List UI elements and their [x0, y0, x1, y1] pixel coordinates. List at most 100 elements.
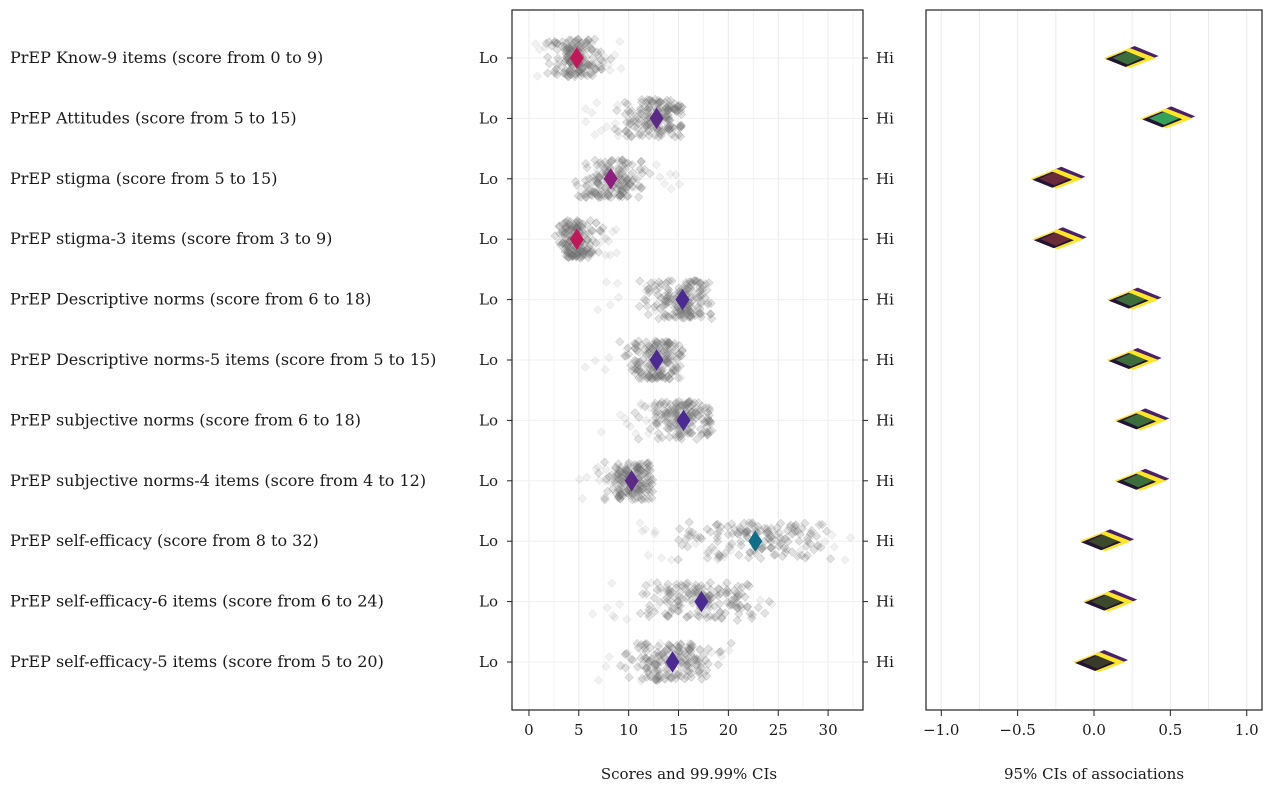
- score-point: [578, 250, 588, 260]
- score-point: [703, 407, 713, 417]
- score-point: [654, 650, 664, 661]
- score-point: [644, 370, 654, 380]
- score-point: [636, 676, 647, 686]
- score-point: [650, 526, 660, 536]
- score-point: [618, 175, 628, 185]
- score-point: [645, 95, 655, 105]
- score-point: [663, 640, 674, 650]
- score-point: [573, 34, 583, 45]
- score-point: [663, 417, 674, 428]
- score-point: [655, 400, 665, 410]
- score-point: [690, 583, 700, 593]
- score-point: [665, 276, 675, 286]
- score-point: [588, 248, 598, 258]
- score-point: [696, 430, 707, 440]
- score-point: [683, 658, 694, 669]
- score-point: [686, 595, 696, 605]
- score-point: [630, 494, 640, 504]
- score-point: [560, 233, 570, 243]
- score-point: [640, 121, 651, 131]
- scores-row-ticks: [507, 57, 868, 663]
- score-point: [632, 345, 642, 356]
- score-point: [636, 400, 646, 410]
- score-point: [580, 59, 591, 69]
- score-point: [721, 587, 731, 598]
- score-point: [640, 470, 650, 480]
- score-point: [675, 432, 685, 442]
- score-point: [628, 655, 638, 665]
- score-point: [586, 68, 596, 78]
- score-point: [669, 104, 679, 114]
- score-point: [576, 221, 587, 231]
- score-point: [641, 647, 651, 657]
- score-point: [675, 121, 685, 131]
- score-point: [681, 593, 691, 603]
- score-point: [660, 674, 670, 684]
- score-point: [659, 312, 669, 323]
- score-point: [685, 589, 695, 599]
- score-point: [711, 520, 722, 530]
- score-point: [683, 428, 693, 438]
- score-point: [601, 234, 612, 244]
- score-point: [622, 158, 632, 168]
- score-point: [564, 219, 574, 230]
- score-point: [601, 464, 611, 474]
- score-point: [704, 403, 714, 413]
- score-point: [576, 71, 586, 81]
- score-point: [695, 404, 706, 414]
- score-point: [677, 283, 687, 294]
- score-point: [727, 529, 738, 539]
- score-point: [613, 182, 623, 193]
- score-point: [792, 551, 803, 561]
- score-point: [705, 418, 716, 429]
- score-point: [562, 241, 572, 251]
- score-point: [687, 411, 698, 421]
- score-point: [617, 155, 628, 165]
- score-point: [613, 484, 624, 494]
- scores-x-tick-label: 10: [619, 721, 638, 739]
- score-point: [683, 578, 693, 588]
- score-point: [641, 285, 651, 296]
- score-point: [658, 338, 668, 348]
- score-point: [701, 655, 711, 665]
- score-point: [560, 222, 570, 232]
- score-point: [560, 227, 570, 237]
- score-point: [565, 243, 575, 254]
- score-point: [714, 647, 724, 657]
- score-point: [686, 639, 697, 649]
- score-point: [631, 364, 641, 374]
- score-point: [665, 596, 675, 607]
- score-point: [737, 603, 747, 613]
- score-point: [635, 462, 645, 472]
- score-point: [588, 246, 598, 257]
- score-point: [670, 132, 680, 142]
- score-point: [568, 251, 578, 261]
- score-point: [759, 536, 770, 547]
- score-point: [629, 459, 640, 470]
- score-point: [654, 132, 664, 142]
- score-point: [662, 666, 672, 676]
- score-point: [713, 660, 723, 670]
- score-point: [656, 366, 666, 376]
- score-point: [577, 243, 587, 253]
- score-point: [660, 106, 670, 116]
- score-point: [656, 553, 667, 563]
- score-point: [653, 418, 663, 428]
- score-point: [565, 69, 575, 79]
- score-point: [532, 71, 543, 81]
- score-point: [620, 164, 631, 174]
- score-point: [660, 97, 670, 108]
- score-point: [560, 245, 570, 255]
- score-point: [582, 163, 592, 173]
- score-point: [691, 300, 701, 310]
- score-point: [715, 607, 725, 617]
- score-point: [671, 583, 681, 593]
- score-point: [627, 488, 637, 498]
- score-point: [719, 552, 729, 562]
- score-point: [594, 475, 605, 485]
- score-point: [657, 649, 668, 660]
- score-point: [593, 174, 603, 185]
- score-point: [617, 491, 628, 501]
- score-point: [662, 95, 672, 105]
- score-point: [766, 536, 776, 547]
